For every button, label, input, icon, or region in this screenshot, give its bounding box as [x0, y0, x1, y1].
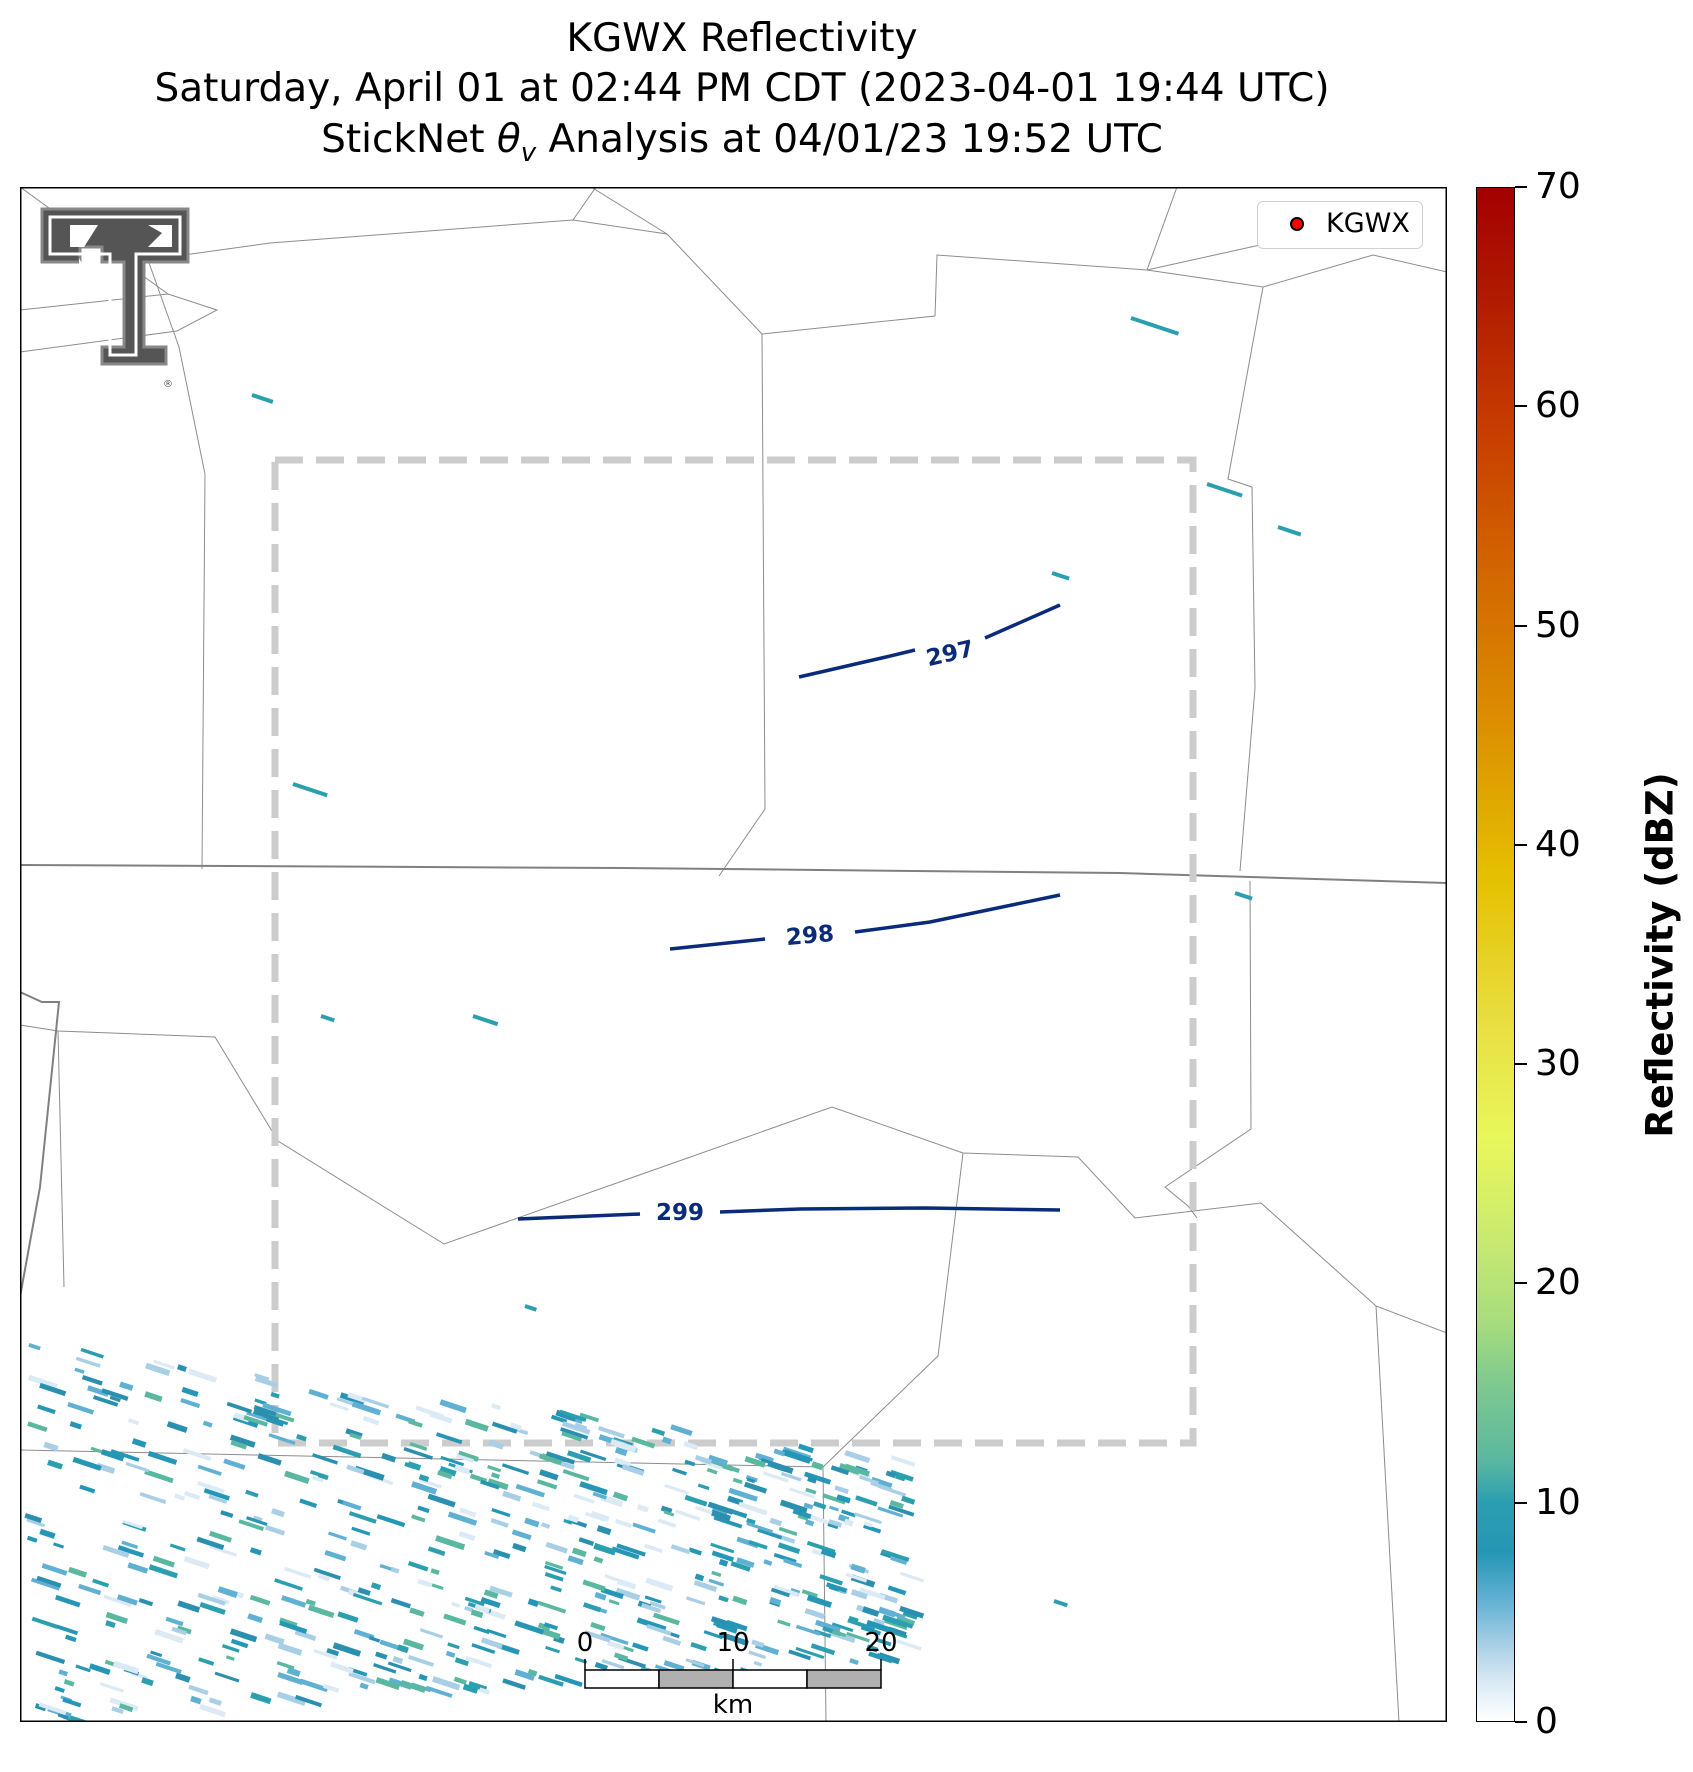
title-line-2: Saturday, April 01 at 02:44 PM CDT (2023…: [154, 66, 1330, 111]
colorbar-tick-mark: [1515, 186, 1527, 188]
contour-298-line: [669, 937, 766, 951]
colorbar-tick-label: 50: [1535, 604, 1581, 646]
scale-bar-tick-20: 20: [864, 1628, 898, 1658]
colorbar-tick-mark: [1515, 405, 1527, 408]
title-line-1: KGWX Reflectivity: [566, 16, 918, 61]
colorbar-tick-label: 30: [1535, 1043, 1581, 1085]
theta-symbol: θ: [496, 117, 521, 162]
analysis-domain-box: [271, 456, 1197, 1447]
scale-bar-unit: km: [712, 1690, 754, 1720]
contour-299-line: [719, 1206, 1061, 1214]
state-boundaries: [20, 864, 1447, 1298]
colorbar-tick-label: 0: [1535, 1701, 1558, 1742]
colorbar-tick-mark: [1515, 843, 1527, 846]
colorbar-tick-label: 20: [1535, 1262, 1581, 1304]
logo-registered-mark: ®: [163, 379, 173, 390]
scale-bar: [584, 1659, 882, 1689]
theta-v-contours: [517, 603, 1061, 1221]
contour-297-line: [984, 603, 1061, 640]
colorbar-tick-mark: [1515, 1501, 1527, 1504]
colorbar-tick-mark: [1515, 1282, 1527, 1285]
reflectivity-echoes: [24, 316, 1302, 1722]
colorbar-tick-mark: [1515, 624, 1527, 627]
legend: KGWX: [1257, 201, 1423, 249]
colorbar-title: Reflectivity (dBZ): [1638, 772, 1682, 1138]
scale-bar-tick-10: 10: [716, 1628, 750, 1658]
colorbar-tick-label: 60: [1535, 385, 1581, 427]
legend-label: KGWX: [1326, 208, 1410, 239]
theta-subscript: v: [520, 137, 537, 168]
contour-298-line: [854, 893, 1061, 934]
title-line-3: StickNet θv Analysis at 04/01/23 19:52 U…: [0, 115, 1484, 178]
colorbar-tick-label: 40: [1535, 823, 1581, 865]
map-panel: 297 298 299 ®: [20, 187, 1447, 1722]
colorbar: [1476, 187, 1515, 1722]
title-line-3-suffix: Analysis at 04/01/23 19:52 UTC: [536, 117, 1163, 162]
colorbar-tick-mark: [1515, 1063, 1527, 1066]
contour-299-line: [517, 1212, 641, 1221]
radar-marker-icon: [1290, 217, 1304, 231]
texas-tech-logo: [40, 207, 190, 366]
contour-297-line: [798, 648, 916, 679]
colorbar-tick-label: 10: [1535, 1481, 1581, 1523]
scale-bar-tick-0: 0: [576, 1628, 594, 1658]
colorbar-tick-mark: [1515, 1721, 1527, 1723]
contour-label-298: 298: [785, 921, 835, 951]
contour-label-299: 299: [656, 1200, 704, 1226]
colorbar-tick-label: 70: [1535, 166, 1581, 207]
title-line-3-prefix: StickNet: [321, 117, 497, 162]
